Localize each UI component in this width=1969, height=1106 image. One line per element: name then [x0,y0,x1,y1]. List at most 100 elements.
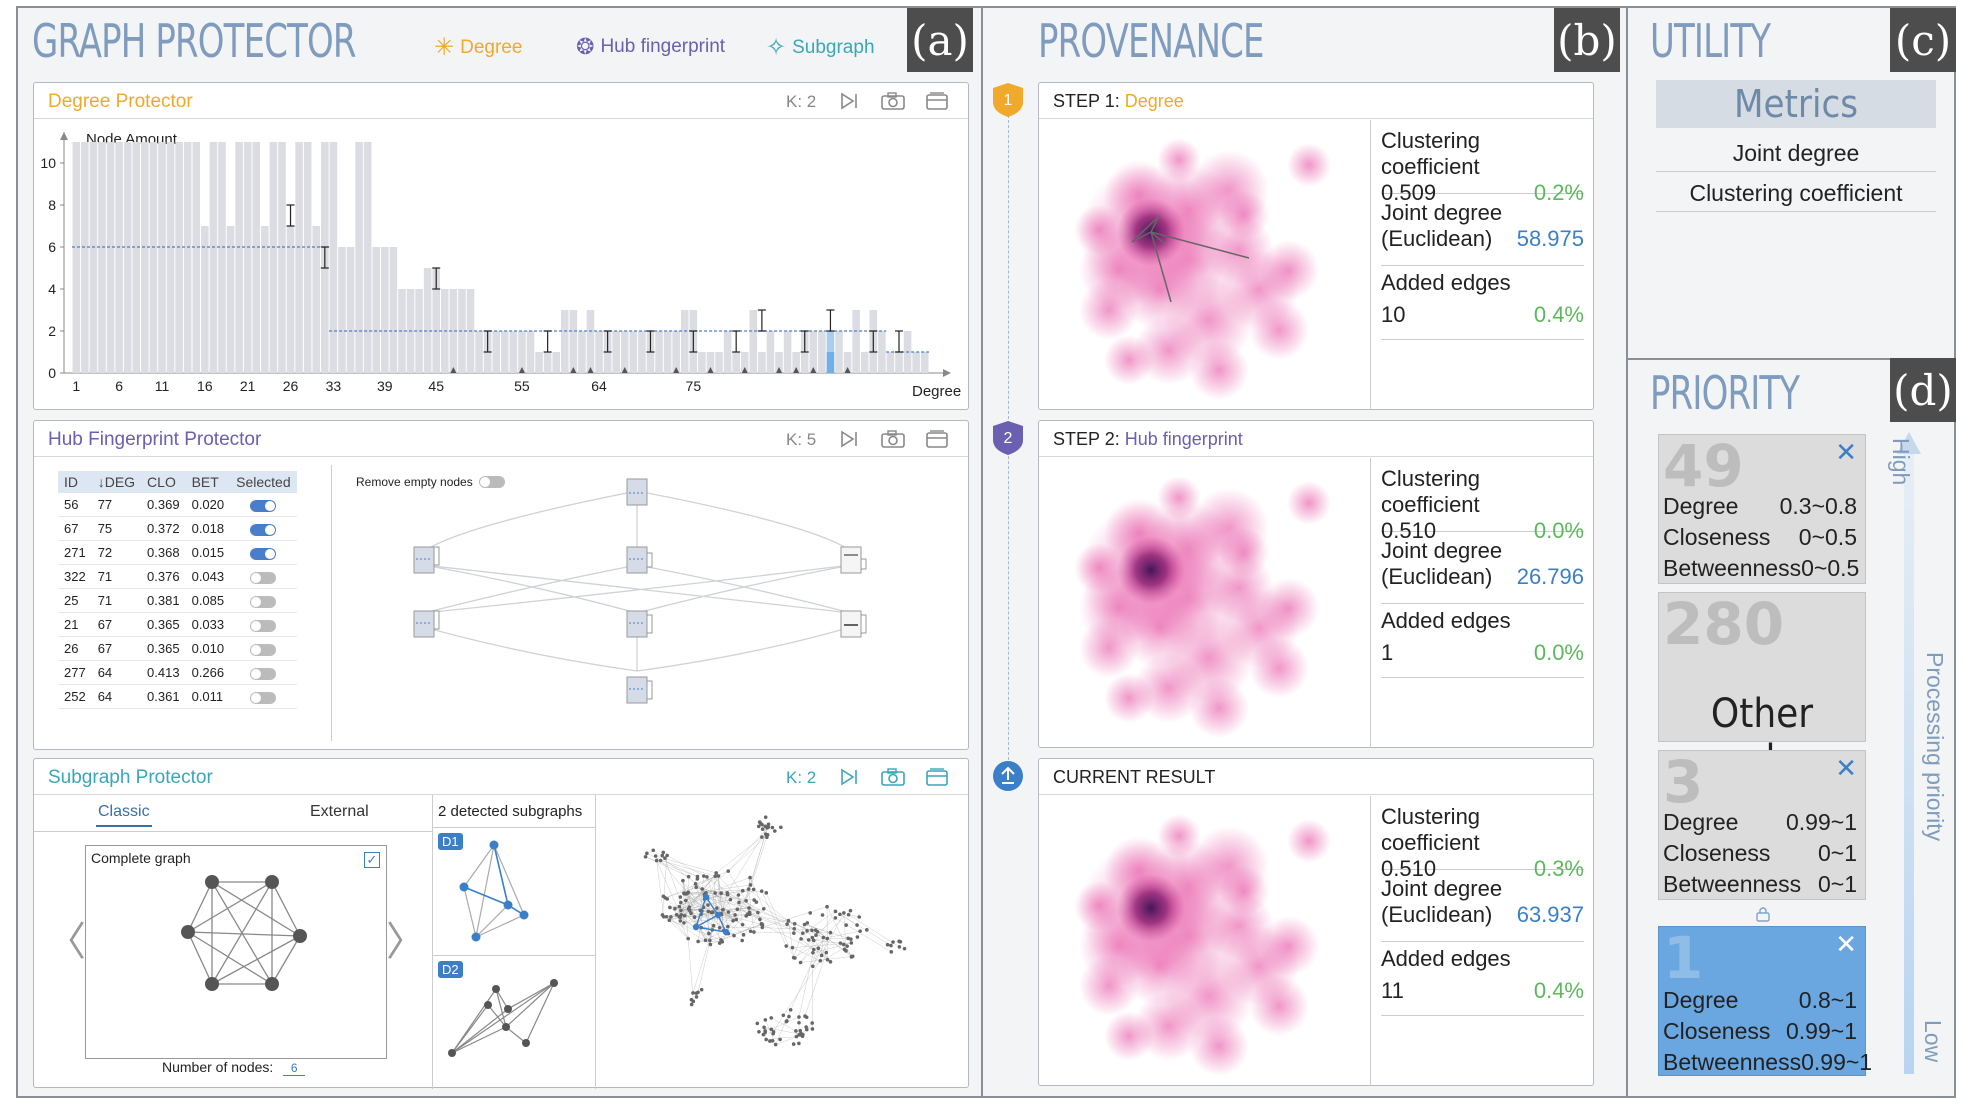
histogram-bar[interactable] [783,331,792,373]
selected-toggle[interactable] [250,523,277,536]
histogram-bar[interactable] [183,142,192,373]
table-row[interactable]: 21 67 0.365 0.033 [58,612,297,637]
histogram-bar[interactable] [758,352,766,373]
histogram-bar[interactable] [209,142,218,373]
network-overview[interactable] [596,797,968,1087]
graph-node[interactable] [181,925,195,939]
table-row[interactable]: 56 77 0.369 0.020 [58,493,297,517]
col-id[interactable]: ID [58,471,92,493]
camera-icon[interactable] [880,767,906,787]
histogram-bar[interactable] [878,331,886,373]
d1-badge[interactable]: D1 [438,833,463,850]
histogram-bar[interactable] [809,331,818,373]
histogram-bar[interactable] [629,331,638,373]
selected-toggle[interactable] [250,547,277,560]
legend-hub[interactable]: ❂ Hub fingerprint [576,36,725,58]
histogram-bar[interactable] [372,247,381,373]
histogram-bar[interactable] [201,226,209,373]
step2-badge-icon[interactable]: 2 [991,420,1025,456]
histogram-bar[interactable] [792,352,800,373]
histogram-bar[interactable] [775,352,783,373]
histogram-bar[interactable] [449,289,458,373]
histogram-bar[interactable] [123,142,132,373]
histogram-bar[interactable] [860,352,869,373]
metric-item-clustering[interactable]: Clustering coefficient [1656,174,1936,212]
d1-subgraph-diagram[interactable] [444,833,594,953]
legend-degree[interactable]: ✳ Degree [434,36,522,60]
histogram-bar[interactable] [218,142,226,373]
histogram-bar[interactable] [672,331,680,373]
histogram-bar[interactable] [886,352,895,373]
play-step-icon[interactable] [836,91,862,111]
histogram-bar[interactable] [560,310,569,373]
graph-heatmap[interactable] [1039,120,1369,410]
tab-classic[interactable]: Classic [96,803,152,827]
histogram-bar[interactable] [835,331,843,373]
selected-toggle[interactable] [250,499,277,512]
histogram-bar[interactable] [509,331,518,373]
selected-toggle[interactable] [250,643,277,656]
close-icon[interactable]: ✕ [1835,437,1857,467]
histogram-bar[interactable] [158,142,166,373]
histogram-bar[interactable] [132,142,141,373]
histogram-bar[interactable] [243,142,252,373]
graph-node[interactable] [265,875,279,889]
col-clo[interactable]: CLO [141,471,186,493]
histogram-bar[interactable] [535,352,543,373]
histogram-bar[interactable] [501,331,509,373]
play-step-icon[interactable] [836,767,862,787]
provenance-step-3[interactable]: CURRENT RESULT Clustering coefficient 0.51… [1038,758,1594,1086]
graph-node[interactable] [293,929,307,943]
histogram-bar[interactable] [98,142,106,373]
step1-badge-icon[interactable]: 1 [991,82,1025,118]
legend-subgraph[interactable]: ✧ Subgraph [766,36,875,60]
histogram-bar[interactable] [389,247,398,373]
selected-toggle[interactable] [250,571,277,584]
close-icon[interactable]: ✕ [1835,929,1857,959]
lock-icon[interactable] [1754,905,1772,923]
d2-subgraph-diagram[interactable] [444,963,594,1083]
graph-node[interactable] [205,875,219,889]
histogram-bar[interactable] [141,142,149,373]
histogram-bar[interactable] [415,289,423,373]
histogram-bar[interactable] [475,331,483,373]
tab-external[interactable]: External [310,803,369,820]
table-row[interactable]: 277 64 0.413 0.266 [58,660,297,685]
histogram-bar[interactable] [895,352,903,373]
histogram-bar[interactable] [749,310,758,373]
prev-arrow-icon[interactable]: 〈 [46,919,86,965]
histogram-bar[interactable] [732,352,740,373]
remove-empty-toggle[interactable] [478,476,505,488]
histogram-bar[interactable] [149,142,158,373]
subgraph-k-value[interactable]: K: 2 [786,768,817,787]
d2-badge[interactable]: D2 [438,961,463,978]
histogram-bar[interactable] [920,352,929,373]
histogram-bar[interactable] [89,142,98,373]
histogram-bar[interactable] [723,331,732,373]
histogram-bar[interactable] [492,331,500,373]
histogram-bar[interactable] [252,142,261,373]
camera-icon[interactable] [880,429,906,449]
hub-k-value[interactable]: K: 5 [786,430,817,449]
histogram-bar[interactable] [261,226,269,373]
num-nodes-input[interactable]: 6 [283,1061,306,1076]
priority-card-1[interactable]: 1 ✕ Degree 0.8~1 Closeness 0.99~1 Betweenn… [1658,926,1872,1076]
histogram-bar[interactable] [72,142,81,373]
histogram-bar[interactable] [569,310,578,373]
histogram-bar[interactable] [346,247,355,373]
graph-node[interactable] [265,977,279,991]
histogram-bar[interactable] [115,142,123,373]
histogram-bar[interactable] [518,331,526,373]
graph-heatmap[interactable] [1039,458,1369,748]
histogram-bar[interactable] [715,352,723,373]
window-icon[interactable] [924,91,950,111]
selected-toggle[interactable] [250,619,277,632]
close-icon[interactable]: ✕ [1835,753,1857,783]
histogram-bar[interactable] [175,142,183,373]
current-upload-icon[interactable] [991,758,1025,794]
checkbox-checked-icon[interactable]: ✓ [364,852,380,868]
histogram-bar[interactable] [852,310,860,373]
histogram-bar[interactable] [740,352,749,373]
histogram-bar[interactable] [578,331,586,373]
selected-toggle[interactable] [250,691,277,704]
